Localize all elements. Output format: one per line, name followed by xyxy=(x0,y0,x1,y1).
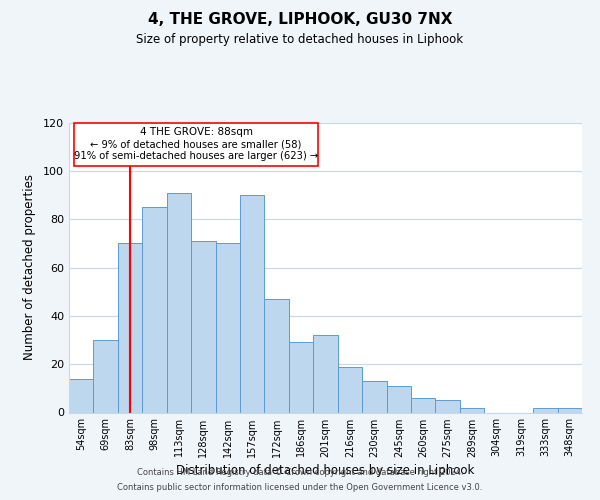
Text: Contains HM Land Registry data © Crown copyright and database right 2024.: Contains HM Land Registry data © Crown c… xyxy=(137,468,463,477)
Bar xyxy=(533,408,557,412)
Text: 4 THE GROVE: 88sqm: 4 THE GROVE: 88sqm xyxy=(140,127,253,137)
Bar xyxy=(94,340,118,412)
Bar xyxy=(313,335,338,412)
X-axis label: Distribution of detached houses by size in Liphook: Distribution of detached houses by size … xyxy=(176,464,475,477)
Text: Contains public sector information licensed under the Open Government Licence v3: Contains public sector information licen… xyxy=(118,483,482,492)
Text: 4, THE GROVE, LIPHOOK, GU30 7NX: 4, THE GROVE, LIPHOOK, GU30 7NX xyxy=(148,12,452,28)
FancyBboxPatch shape xyxy=(74,122,318,166)
Bar xyxy=(215,244,240,412)
Bar xyxy=(69,378,94,412)
Text: Size of property relative to detached houses in Liphook: Size of property relative to detached ho… xyxy=(136,32,464,46)
Bar xyxy=(386,386,411,412)
Bar xyxy=(240,195,265,412)
Bar xyxy=(460,408,484,412)
Bar xyxy=(557,408,582,412)
Bar xyxy=(191,241,215,412)
Bar xyxy=(411,398,436,412)
Bar xyxy=(118,244,142,412)
Text: 91% of semi-detached houses are larger (623) →: 91% of semi-detached houses are larger (… xyxy=(74,152,318,162)
Bar xyxy=(289,342,313,412)
Text: ← 9% of detached houses are smaller (58): ← 9% of detached houses are smaller (58) xyxy=(91,140,302,149)
Y-axis label: Number of detached properties: Number of detached properties xyxy=(23,174,36,360)
Bar xyxy=(265,299,289,412)
Bar xyxy=(142,207,167,412)
Bar xyxy=(167,192,191,412)
Bar xyxy=(362,381,386,412)
Bar xyxy=(338,366,362,412)
Bar xyxy=(436,400,460,412)
